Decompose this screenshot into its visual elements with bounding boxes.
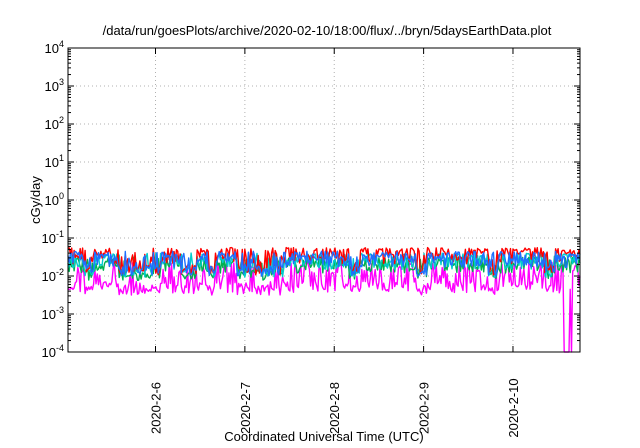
y-tick-label: 102 bbox=[45, 115, 64, 132]
y-axis-label: cGy/day bbox=[28, 176, 43, 224]
y-tick-label: 10-4 bbox=[42, 343, 64, 360]
chart-title: /data/run/goesPlots/archive/2020-02-10/1… bbox=[103, 23, 552, 38]
series-line bbox=[67, 261, 581, 353]
y-tick-label: 100 bbox=[45, 191, 64, 208]
series-line bbox=[67, 250, 581, 277]
y-tick-label: 104 bbox=[45, 39, 64, 56]
x-axis-label: Coordinated Universal Time (UTC) bbox=[224, 429, 423, 444]
gridlines bbox=[68, 48, 580, 352]
y-tick-label: 103 bbox=[45, 77, 64, 94]
x-tick-label: 2020-2-8 bbox=[327, 382, 342, 434]
y-tick-label: 10-3 bbox=[42, 305, 64, 322]
x-axis: 2020-2-6 2020-2-7 2020-2-8 2020-2-9 2020-2-1… bbox=[149, 48, 521, 438]
y-tick-label: 10-1 bbox=[42, 229, 64, 246]
x-tick-label: 2020-2-9 bbox=[417, 382, 432, 434]
y-tick-label: 10-2 bbox=[42, 267, 64, 284]
data-series bbox=[67, 246, 581, 353]
x-tick-label: 2020-2-6 bbox=[149, 382, 164, 434]
x-tick-label: 2020-2-7 bbox=[238, 382, 253, 434]
x-tick-label: 2020-2-10 bbox=[506, 378, 521, 437]
y-axis: 10-4 10-3 10-2 10-1 100 101 102 103 104 bbox=[42, 39, 580, 360]
y-tick-label: 101 bbox=[45, 153, 64, 170]
